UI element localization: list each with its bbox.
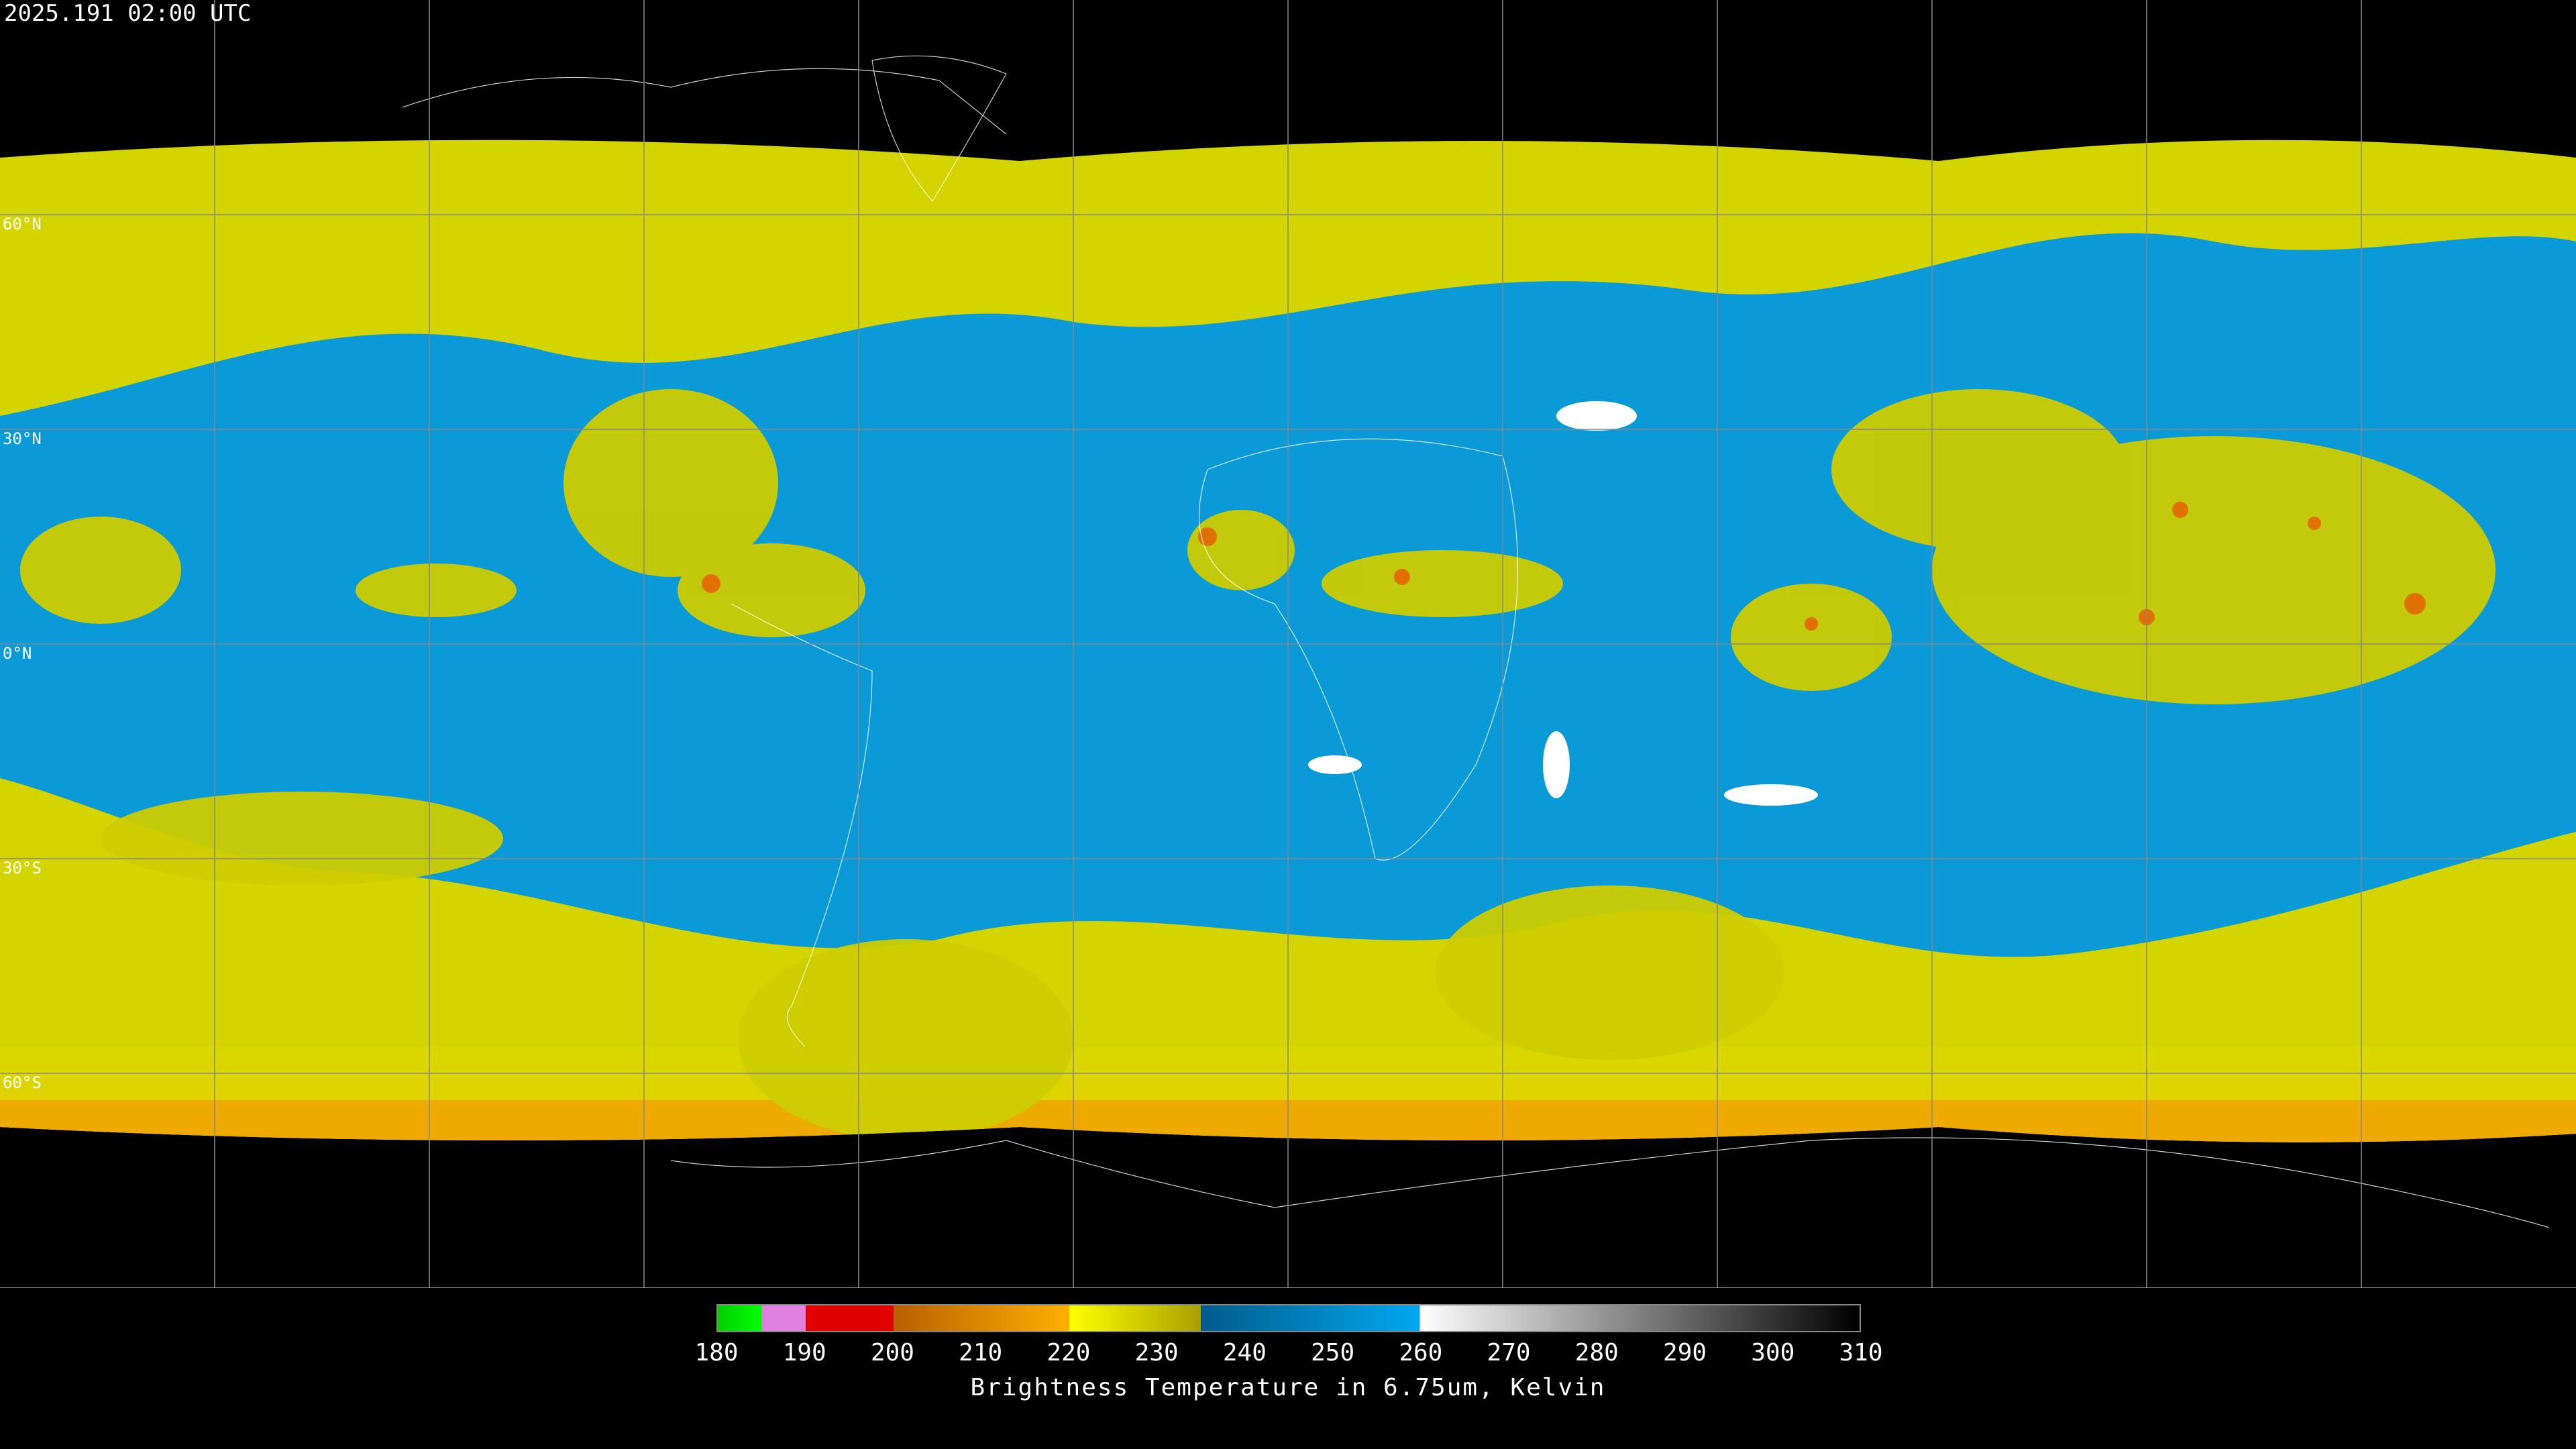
colorbar-tick-label: 260: [1399, 1339, 1443, 1366]
colorbar-tick-label: 240: [1222, 1339, 1267, 1366]
colorbar-tick-label: 200: [870, 1339, 914, 1366]
colorbar-tick-label: 220: [1046, 1339, 1091, 1366]
colorbar-tick-label: 300: [1751, 1339, 1795, 1366]
lat-label: 60°S: [3, 1073, 42, 1092]
colorbar-label: Brightness Temperature in 6.75um, Kelvin: [970, 1374, 1606, 1401]
timestamp: 2025.191 02:00 UTC: [4, 0, 252, 27]
satellite-map: [0, 0, 2576, 1288]
colorbar-tick-label: 250: [1311, 1339, 1355, 1366]
graticule: [0, 0, 2576, 1288]
coastlines: [402, 55, 2550, 1228]
colorbar-tick-label: 230: [1134, 1339, 1179, 1366]
colorbar-tick-label: 280: [1574, 1339, 1619, 1366]
lat-label: 60°N: [3, 215, 42, 233]
colorbar-tick-label: 190: [782, 1339, 826, 1366]
lat-label: 0°N: [3, 644, 32, 663]
colorbar-tick-label: 270: [1487, 1339, 1531, 1366]
colorbar-tick-label: 290: [1663, 1339, 1707, 1366]
colorbar: [716, 1304, 1861, 1332]
colorbar-tick-label: 310: [1839, 1339, 1883, 1366]
lat-label: 30°N: [3, 429, 42, 448]
colorbar-tick-label: 180: [694, 1339, 739, 1366]
lat-label: 30°S: [3, 859, 42, 877]
colorbar-tick-label: 210: [959, 1339, 1003, 1366]
